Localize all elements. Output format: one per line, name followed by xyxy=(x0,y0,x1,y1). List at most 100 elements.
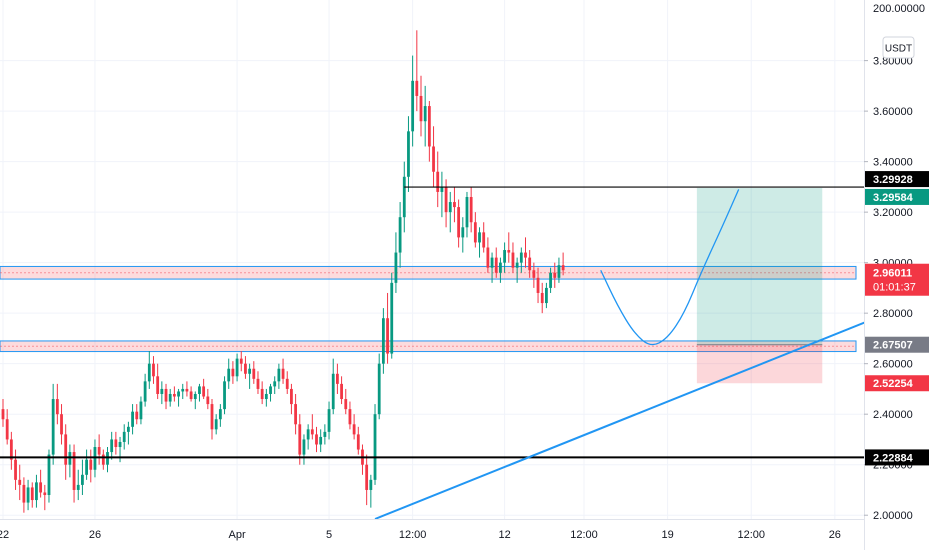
candle xyxy=(185,388,189,392)
candle xyxy=(81,474,84,485)
candle xyxy=(214,419,218,430)
candle xyxy=(22,484,26,503)
price-tick-label: 3.20000 xyxy=(873,207,913,219)
time-tick-label: 12:00 xyxy=(737,529,765,541)
candle xyxy=(457,207,461,238)
candle xyxy=(461,227,465,238)
candle xyxy=(26,487,30,503)
current-price-label: 2.96011 xyxy=(873,268,912,280)
price-label: 3.29584 xyxy=(873,192,914,204)
price-tick-label: 2.40000 xyxy=(873,409,913,421)
candle xyxy=(528,257,532,271)
long-position-tool[interactable] xyxy=(696,187,823,384)
price-label-bg xyxy=(865,449,929,466)
candle xyxy=(55,399,59,415)
candle xyxy=(210,404,214,430)
time-axis[interactable]: 22 26 Apr 5 12:00 12 12:00 19 12:00 26 xyxy=(0,519,864,550)
candle xyxy=(285,378,289,389)
price-label: 2.67507 xyxy=(873,340,913,352)
price-axis-top-label: 200.00000 xyxy=(873,3,925,15)
candle xyxy=(327,409,331,432)
time-tick-label: 12 xyxy=(498,529,510,541)
candle xyxy=(427,106,431,147)
candle xyxy=(252,368,256,379)
candle xyxy=(160,388,164,394)
candle xyxy=(281,368,285,379)
candle xyxy=(39,482,43,493)
candle xyxy=(152,363,155,377)
candle xyxy=(336,373,339,384)
candle xyxy=(515,262,519,268)
drawings[interactable] xyxy=(0,186,932,520)
candle xyxy=(503,250,506,263)
candle xyxy=(72,452,76,490)
profit-zone[interactable] xyxy=(696,187,823,345)
candle xyxy=(340,383,343,400)
candle xyxy=(540,292,544,304)
projection-curve[interactable] xyxy=(600,189,740,346)
price-label: 3.29928 xyxy=(873,174,913,186)
candle xyxy=(256,378,260,389)
candle xyxy=(260,388,264,400)
candle xyxy=(365,464,369,490)
candle xyxy=(89,459,93,470)
candle xyxy=(402,176,406,218)
candle xyxy=(352,424,356,435)
candle xyxy=(394,252,398,283)
candle xyxy=(436,171,440,192)
candle xyxy=(85,459,88,475)
drawing-zones[interactable] xyxy=(0,265,857,353)
candle xyxy=(218,409,222,420)
trendline[interactable] xyxy=(374,289,932,520)
candle xyxy=(302,439,306,455)
currency-label: USDT xyxy=(885,44,912,55)
candle xyxy=(381,318,385,364)
candle xyxy=(122,431,126,442)
candle xyxy=(135,411,139,420)
candle xyxy=(469,196,473,223)
candle xyxy=(5,419,9,440)
time-tick-label: Apr xyxy=(229,529,246,541)
candle xyxy=(440,186,444,192)
candle xyxy=(64,434,68,465)
candle xyxy=(269,386,272,394)
candle xyxy=(164,388,168,402)
candle xyxy=(156,376,160,394)
candle xyxy=(51,399,55,455)
candle xyxy=(101,454,105,465)
price-tick-label: 2.80000 xyxy=(873,308,913,320)
candle xyxy=(202,386,206,397)
candle xyxy=(18,479,22,485)
price-label: 2.22884 xyxy=(873,452,914,464)
candle xyxy=(193,393,197,400)
candle xyxy=(306,429,310,440)
candle xyxy=(76,484,80,490)
candle xyxy=(298,424,302,455)
candle xyxy=(277,368,281,382)
candle xyxy=(453,202,456,208)
candle xyxy=(177,391,180,397)
candle xyxy=(315,434,318,445)
price-label-bg xyxy=(865,188,929,205)
price-label-bg xyxy=(865,336,929,353)
candle xyxy=(369,479,373,490)
candle xyxy=(227,368,231,382)
candle xyxy=(499,262,502,273)
candle xyxy=(248,368,252,374)
price-tick-label: 2.60000 xyxy=(873,359,913,371)
candle xyxy=(411,80,415,132)
candle xyxy=(478,232,481,243)
currency-button[interactable]: USDT xyxy=(882,36,915,59)
candle xyxy=(519,252,523,263)
candle xyxy=(390,282,394,354)
candle xyxy=(172,393,176,397)
candle xyxy=(239,358,243,364)
time-tick-label: 12:00 xyxy=(570,529,598,541)
price-tick-label: 3.80000 xyxy=(873,56,913,68)
candle xyxy=(490,257,494,268)
sr-zone-2[interactable] xyxy=(0,340,857,353)
sr-zone-1[interactable] xyxy=(0,265,857,280)
candle xyxy=(473,222,477,243)
candle xyxy=(448,202,452,213)
